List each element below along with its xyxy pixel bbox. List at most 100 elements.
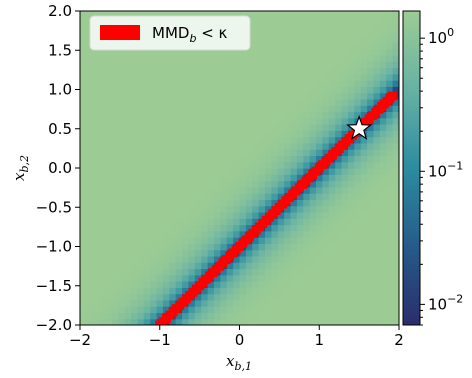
heatmap-cell [341, 48, 349, 56]
heatmap-cell [194, 262, 202, 270]
heatmap-cell [335, 111, 343, 119]
heatmap-cell [290, 243, 298, 251]
heatmap-cell [226, 318, 234, 325]
heatmap-cell [367, 29, 375, 37]
heatmap-cell [201, 287, 209, 295]
heatmap-cell [92, 98, 100, 106]
heatmap-cell [156, 161, 164, 169]
heatmap-cell [220, 124, 228, 131]
heatmap-cell [316, 54, 324, 62]
heatmap-cell [156, 205, 164, 213]
heatmap-cell [111, 186, 119, 194]
heatmap-cell [386, 67, 394, 75]
heatmap-cell [328, 299, 336, 307]
heatmap-cell [252, 29, 260, 37]
heatmap-cell [169, 168, 177, 175]
heatmap-cell [137, 199, 145, 207]
heatmap-cell [341, 218, 349, 226]
heatmap-cell [111, 124, 119, 131]
heatmap-cell [252, 11, 260, 18]
heatmap-cell [296, 105, 304, 113]
heatmap-cell [175, 155, 183, 163]
heatmap-cell [322, 174, 330, 182]
heatmap-cell [162, 105, 170, 113]
heatmap-cell [322, 136, 330, 144]
heatmap-cell [99, 318, 107, 325]
heatmap-cell [86, 199, 94, 207]
heatmap-cell [258, 199, 266, 207]
heatmap-cell [271, 117, 279, 125]
heatmap-cell [220, 230, 228, 238]
heatmap-cell [379, 136, 387, 144]
heatmap-cell [322, 149, 330, 157]
heatmap-cell [188, 230, 196, 238]
heatmap-cell [379, 149, 387, 157]
heatmap-cell [99, 155, 107, 163]
heatmap-cell [201, 224, 209, 232]
heatmap-cell [341, 105, 349, 113]
heatmap-cell [258, 306, 266, 314]
heatmap-cell [290, 255, 298, 263]
heatmap-cell [379, 23, 387, 31]
heatmap-cell [194, 306, 202, 314]
heatmap-cell [233, 224, 241, 232]
heatmap-cell [296, 117, 304, 125]
heatmap-cell [316, 249, 324, 257]
heatmap-cell [175, 237, 183, 244]
heatmap-cell [367, 155, 375, 163]
heatmap-cell [207, 193, 215, 200]
heatmap-cell [162, 268, 170, 276]
heatmap-cell [156, 111, 164, 119]
heatmap-cell [265, 174, 272, 182]
heatmap-cell [284, 262, 292, 270]
heatmap-cell [233, 199, 241, 207]
heatmap-cell [367, 73, 375, 81]
heatmap-cell [201, 243, 209, 251]
heatmap-cell [277, 161, 285, 169]
heatmap-cell [341, 73, 349, 81]
heatmap-cell [105, 61, 113, 69]
heatmap-cell [99, 274, 107, 282]
heatmap-cell [105, 205, 113, 213]
heatmap-cell [284, 124, 292, 131]
heatmap-cell [137, 130, 145, 138]
heatmap-cell [99, 92, 107, 100]
heatmap-cell [258, 80, 266, 87]
heatmap-cell [156, 48, 164, 56]
heatmap-cell [386, 124, 394, 131]
heatmap-cell [303, 274, 311, 282]
heatmap-cell [239, 61, 247, 69]
heatmap-cell [169, 180, 177, 188]
heatmap-cell [143, 155, 151, 163]
heatmap-cell [373, 98, 381, 106]
heatmap-cell [354, 174, 362, 182]
heatmap-cell [322, 218, 330, 226]
heatmap-cell [271, 237, 279, 244]
heatmap-cell [341, 161, 349, 169]
heatmap-cell [379, 92, 387, 100]
heatmap-cell [137, 149, 145, 157]
heatmap-cell [322, 92, 330, 100]
heatmap-cell [245, 155, 253, 163]
heatmap-cell [290, 249, 298, 257]
heatmap-cell [367, 124, 375, 131]
heatmap-cell [379, 54, 387, 62]
heatmap-cell [386, 130, 394, 138]
heatmap-cell [99, 287, 107, 295]
heatmap-cell [137, 11, 145, 18]
heatmap-cell [182, 98, 190, 106]
heatmap-cell [213, 299, 221, 307]
heatmap-cell [99, 237, 107, 244]
heatmap-cell [201, 11, 209, 18]
heatmap-cell [392, 161, 399, 169]
heatmap-cell [156, 168, 164, 175]
heatmap-cell [309, 205, 317, 213]
heatmap-cell [296, 29, 304, 37]
heatmap-cell [303, 211, 311, 219]
heatmap-cell [194, 130, 202, 138]
heatmap-cell [367, 17, 375, 25]
heatmap-cell [328, 243, 336, 251]
heatmap-cell [131, 105, 139, 113]
heatmap-cell [265, 29, 272, 37]
heatmap-cell [360, 193, 368, 200]
